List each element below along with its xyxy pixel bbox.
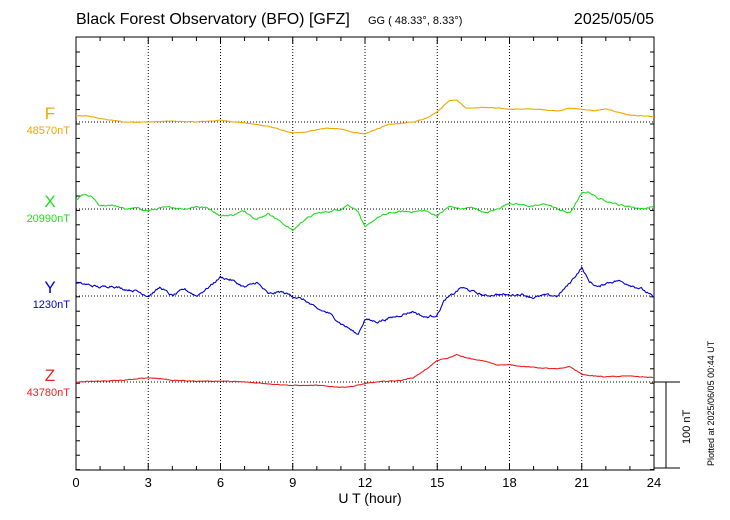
- series-line-z: [75, 353, 655, 388]
- x-tick-label: 0: [72, 475, 79, 490]
- x-tick-label: 15: [430, 475, 444, 490]
- baseline-label-x: 20990nT: [26, 213, 70, 225]
- series-line-y: [75, 265, 655, 335]
- station-coordinates: GG ( 48.33°, 8.33°): [368, 15, 463, 27]
- x-tick-label: 6: [217, 475, 224, 490]
- plotted-timestamp: Plotted at 2025/06/05 00:44 UT: [706, 340, 716, 466]
- series-label-z: Z: [44, 366, 56, 385]
- x-tick-label: 12: [358, 475, 372, 490]
- baseline-label-y: 1230nT: [32, 299, 70, 311]
- chart-date: 2025/05/05: [573, 11, 654, 28]
- x-tick-label: 18: [502, 475, 516, 490]
- series-line-f: [75, 99, 655, 135]
- series-label-y: Y: [44, 278, 56, 297]
- x-tick-label: 24: [647, 475, 661, 490]
- x-tick-label: 9: [289, 475, 296, 490]
- series-label-f: F: [44, 104, 56, 123]
- x-tick-label: 21: [575, 475, 589, 490]
- chart-title: Black Forest Observatory (BFO) [GFZ]: [76, 11, 350, 28]
- series-line-x: [75, 191, 655, 232]
- baseline-label-z: 43780nT: [26, 387, 70, 399]
- scale-bar-label: 100 nT: [681, 409, 693, 444]
- x-axis-label: U T (hour): [338, 490, 402, 506]
- x-tick-label: 3: [145, 475, 152, 490]
- baseline-label-f: 48570nT: [26, 125, 70, 137]
- series-label-x: X: [44, 192, 56, 211]
